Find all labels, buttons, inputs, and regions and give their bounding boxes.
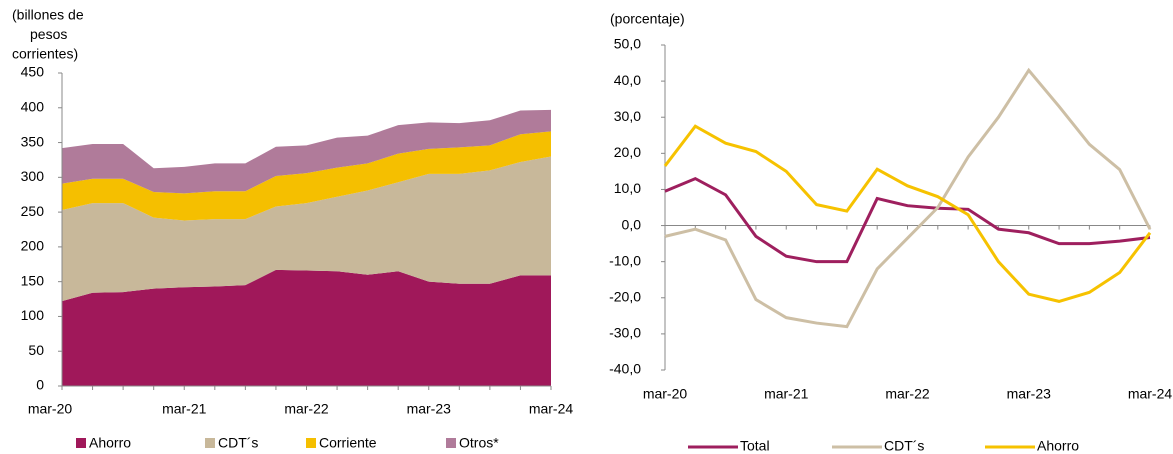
y-tick-label: -30,0 xyxy=(609,325,641,341)
line xyxy=(664,67,1152,329)
y-tick-label: -20,0 xyxy=(609,288,641,304)
legend-label: Otros* xyxy=(459,435,499,451)
y-tick-label: 300 xyxy=(21,168,45,184)
area xyxy=(62,131,551,221)
legend-label: Ahorro xyxy=(89,435,131,451)
y-axis-label: pesos xyxy=(30,26,67,42)
x-tick-label: mar-23 xyxy=(1007,386,1052,402)
y-tick-label: 10,0 xyxy=(614,180,641,196)
y-tick-label: 40,0 xyxy=(614,72,641,88)
y-tick-label: 0,0 xyxy=(622,216,642,232)
y-tick-label: 0 xyxy=(36,377,44,393)
y-tick-label: -40,0 xyxy=(609,361,641,377)
y-tick-label: 50 xyxy=(28,342,44,358)
y-tick-label: 150 xyxy=(21,272,45,288)
y-axis-label: (billones de xyxy=(12,7,84,23)
x-tick-label: mar-24 xyxy=(529,401,574,417)
legend-swatch xyxy=(306,438,316,448)
area xyxy=(62,269,551,386)
line xyxy=(664,176,1151,264)
y-tick-label: 350 xyxy=(21,133,45,149)
x-tick-label: mar-23 xyxy=(407,401,452,417)
legend-swatch xyxy=(76,438,86,448)
x-tick-label: mar-20 xyxy=(643,386,688,402)
y-tick-label: 100 xyxy=(21,307,45,323)
legend-label: Ahorro xyxy=(1037,438,1079,454)
y-tick-label: 50,0 xyxy=(614,36,641,52)
legend-label: Total xyxy=(740,438,770,454)
line xyxy=(663,124,1152,303)
legend-swatch xyxy=(205,438,215,448)
x-tick-label: mar-21 xyxy=(764,386,809,402)
x-tick-label: mar-22 xyxy=(885,386,930,402)
y-tick-label: 20,0 xyxy=(614,144,641,160)
y-tick-label: 400 xyxy=(21,98,45,114)
legend-label: CDT´s xyxy=(884,438,924,454)
x-tick-label: mar-21 xyxy=(162,401,207,417)
x-tick-label: mar-22 xyxy=(284,401,329,417)
y-axis-label: corrientes) xyxy=(12,46,78,62)
legend-label: CDT´s xyxy=(218,435,258,451)
legend-swatch xyxy=(446,438,456,448)
x-tick-label: mar-24 xyxy=(1128,386,1173,402)
y-tick-label: 250 xyxy=(21,203,45,219)
area xyxy=(62,109,551,194)
y-tick-label: 30,0 xyxy=(614,108,641,124)
legend-label: Corriente xyxy=(319,435,377,451)
y-tick-label: 200 xyxy=(21,238,45,254)
y-tick-label: -10,0 xyxy=(609,252,641,268)
y-axis-label: (porcentaje) xyxy=(610,11,685,27)
y-tick-label: 450 xyxy=(21,64,45,80)
x-tick-label: mar-20 xyxy=(28,401,73,417)
area xyxy=(62,156,551,302)
